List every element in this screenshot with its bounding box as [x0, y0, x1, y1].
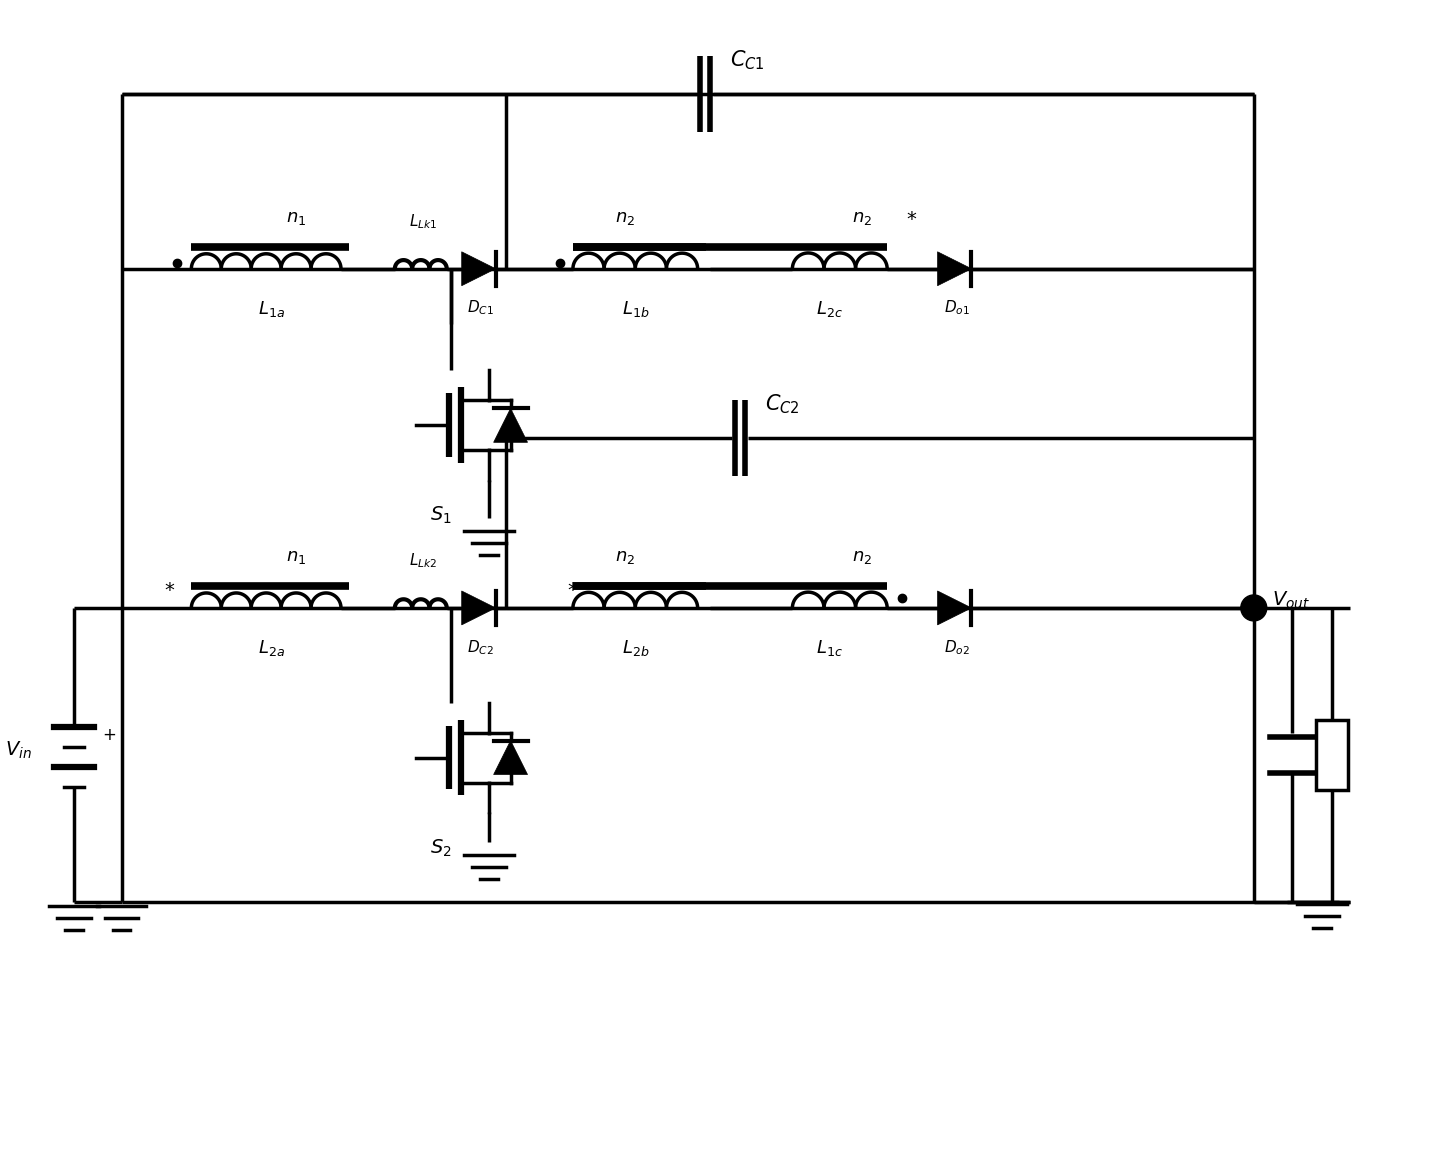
Text: $n_2$: $n_2$	[615, 209, 635, 227]
Text: $L_{2c}$: $L_{2c}$	[817, 299, 843, 318]
Text: $L_{1c}$: $L_{1c}$	[817, 638, 843, 658]
Text: $V_{in}$: $V_{in}$	[4, 739, 31, 761]
Text: $n_1$: $n_1$	[286, 548, 306, 566]
Text: $L_{Lk2}$: $L_{Lk2}$	[409, 551, 436, 570]
Text: $C_{C2}$: $C_{C2}$	[766, 393, 800, 416]
Text: $*$: $*$	[163, 579, 175, 598]
Text: $V_{out}$: $V_{out}$	[1272, 589, 1309, 611]
Text: $L_{1a}$: $L_{1a}$	[258, 299, 285, 318]
Text: $L_{2a}$: $L_{2a}$	[258, 638, 285, 658]
Text: $L_{1b}$: $L_{1b}$	[621, 299, 650, 318]
Text: $D_{o1}$: $D_{o1}$	[943, 299, 969, 317]
Text: $+$: $+$	[102, 726, 116, 744]
Text: $S_2$: $S_2$	[429, 837, 452, 859]
Polygon shape	[937, 591, 972, 625]
Circle shape	[1241, 595, 1266, 621]
Text: $*$: $*$	[567, 579, 578, 598]
Polygon shape	[494, 740, 528, 775]
Polygon shape	[937, 251, 972, 286]
Text: $*$: $*$	[906, 208, 917, 227]
Text: $n_2$: $n_2$	[615, 548, 635, 566]
Text: $C_{C1}$: $C_{C1}$	[730, 48, 764, 73]
Polygon shape	[462, 251, 495, 286]
Text: $D_{C1}$: $D_{C1}$	[467, 299, 494, 317]
Text: $n_2$: $n_2$	[851, 548, 871, 566]
Polygon shape	[494, 408, 528, 443]
Text: $n_2$: $n_2$	[851, 209, 871, 227]
Text: $D_{C2}$: $D_{C2}$	[467, 638, 494, 656]
Bar	[1315, 721, 1348, 790]
Text: $S_1$: $S_1$	[429, 505, 452, 527]
Polygon shape	[462, 591, 495, 625]
Text: $L_{Lk1}$: $L_{Lk1}$	[409, 212, 436, 231]
Text: $L_{2b}$: $L_{2b}$	[621, 638, 650, 658]
Text: $D_{o2}$: $D_{o2}$	[943, 638, 969, 656]
Text: $n_1$: $n_1$	[286, 209, 306, 227]
